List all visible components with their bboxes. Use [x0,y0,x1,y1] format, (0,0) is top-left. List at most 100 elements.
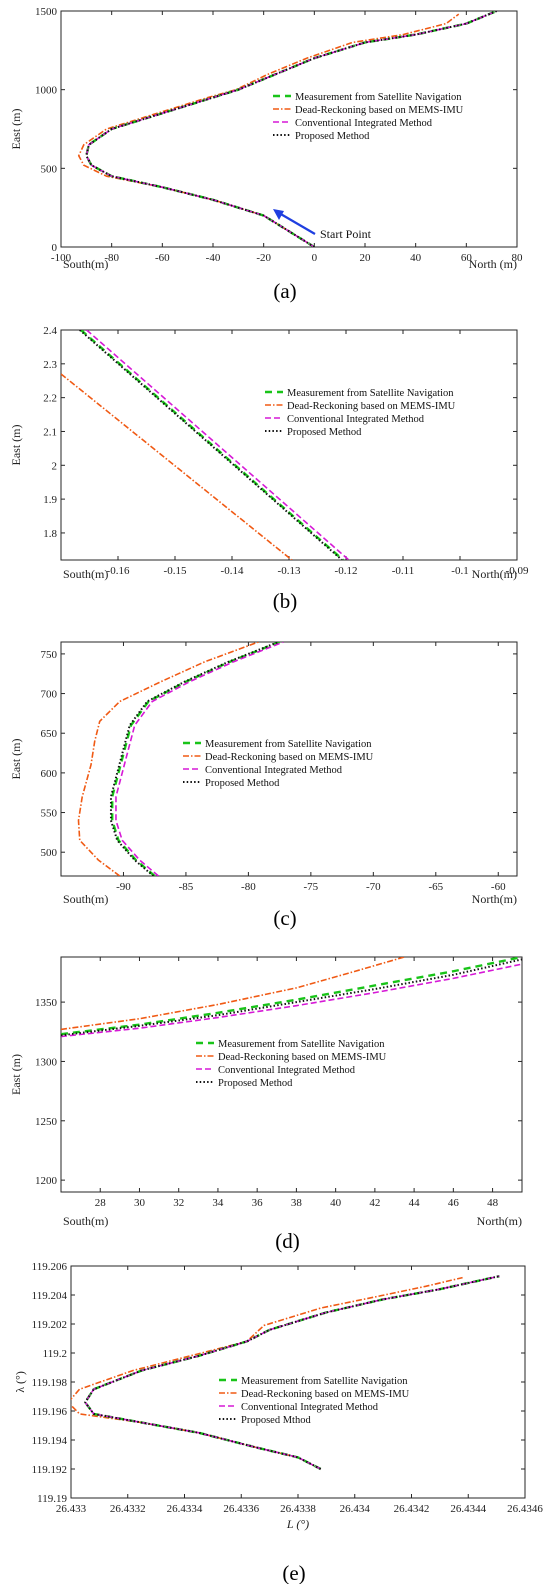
y-tick-label: 2.2 [43,393,57,405]
series-group [61,957,522,1038]
x-tick-label: 26.4344 [450,1503,486,1515]
x-tick-label: -85 [179,881,194,893]
y-tick-label: 2 [52,460,58,472]
legend-entry: Dead-Reckoning based on MEMS-IMU [241,1389,410,1400]
legend-entry: Proposed Method [295,131,370,142]
legend-entry: Conventional Integrated Method [218,1065,356,1076]
x-tick-label: 26.4342 [394,1503,430,1515]
y-tick-label: 1500 [35,6,58,18]
start-point-annotation: Start Point [273,209,372,241]
x-tick-label: 32 [173,1197,184,1209]
legend-entry: Dead-Reckoning based on MEMS-IMU [295,105,464,116]
x-tick-label: 0 [312,252,318,264]
x-tick-label: 60 [461,252,473,264]
x-tick-label: -75 [304,881,319,893]
legend-entry: Conventional Integrated Method [287,414,425,425]
x-axis-label-south: South(m) [63,1214,108,1228]
legend: Measurement from Satellite Navigation Dea… [215,1370,415,1426]
y-axis-label: East (m) [9,425,23,466]
y-tick-label: 119.206 [32,1261,68,1273]
legend: Measurement from Satellite Navigation Dea… [192,1033,404,1089]
series-group [77,642,284,876]
series-line-conventional [85,11,498,247]
x-tick-label: -20 [256,252,271,264]
x-axis-label-north: North (m) [469,257,517,271]
y-axis-label: East (m) [9,109,23,150]
y-tick-label: 2.3 [43,359,57,371]
x-tick-label: 26.4334 [167,1503,203,1515]
series-line-conventional [84,1275,500,1470]
x-tick-label: 26.4346 [507,1503,543,1515]
series-line-dead-reckoning [71,1276,463,1470]
y-tick-label: 2.1 [43,426,57,438]
series-line-satellite [111,642,281,876]
series-group [77,11,498,247]
y-tick-label: 500 [41,163,58,175]
panel-caption: (b) [273,589,298,613]
legend-entry: Proposed Mthod [241,1415,311,1426]
y-tick-label: 1.8 [43,528,57,540]
legend-entry: Proposed Method [205,778,280,789]
y-tick-label: 119.204 [32,1290,68,1302]
x-tick-label: -65 [428,881,443,893]
x-tick-label: -80 [241,881,256,893]
y-tick-label: 119.192 [32,1464,67,1476]
x-tick-label: 26.433 [56,1503,87,1515]
x-tick-label: -80 [104,252,119,264]
x-tick-label: -90 [116,881,131,893]
y-tick-label: 1250 [35,1116,58,1128]
x-tick-label: -0.13 [278,565,301,577]
legend-entry: Measurement from Satellite Navigation [205,739,372,750]
chart-panel-3: 28 30 32 34 36 38 40 42 44 46 48 1200 1250 1300 1350 Ea… [9,956,523,1253]
series-line-conventional [61,963,522,1038]
y-tick-label: 1200 [35,1175,58,1187]
series-line-dead-reckoning [61,373,293,560]
y-tick-label: 119.196 [32,1406,68,1418]
y-tick-label: 1350 [35,997,58,1009]
y-tick-label: 119.2 [43,1348,67,1360]
series-line-dead-reckoning [77,642,259,876]
legend-entry: Measurement from Satellite Navigation [241,1376,408,1387]
y-tick-label: 0 [52,242,58,254]
x-tick-label: 40 [330,1197,342,1209]
x-axis-label-south: South(m) [63,567,108,581]
x-tick-label: 20 [360,252,372,264]
y-tick-label: 650 [41,728,58,740]
series-line-conventional [86,330,350,560]
series-group [71,1274,500,1471]
x-tick-label: -60 [155,252,170,264]
x-tick-label: 26.4338 [280,1503,316,1515]
x-axis-label-north: North(m) [472,567,517,581]
legend-entry: Measurement from Satellite Navigation [287,388,454,399]
x-tick-label: -0.11 [392,565,415,577]
x-tick-label: -60 [491,881,506,893]
series-line-satellite [61,957,522,1036]
y-tick-label: 1000 [35,85,58,97]
series-line-proposed [61,958,522,1037]
y-axis-label: East (m) [9,739,23,780]
y-tick-label: 119.198 [32,1377,68,1389]
y-tick-label: 119.202 [32,1319,67,1331]
x-tick-label: 44 [409,1197,421,1209]
y-tick-label: 700 [41,689,58,701]
y-axis-label: λ (°) [13,1371,27,1393]
y-axis-label: East (m) [9,1054,23,1095]
legend-entry: Proposed Method [218,1078,293,1089]
series-line-proposed [79,330,343,560]
x-tick-label: -0.1 [451,565,468,577]
panel-caption: (c) [273,906,296,930]
x-axis-label-south: South(m) [63,892,108,906]
y-tick-label: 1300 [35,1056,58,1068]
x-tick-label: 80 [512,252,524,264]
x-axis-label: L (°) [286,1517,309,1531]
x-tick-label: 28 [95,1197,107,1209]
x-tick-label: 48 [487,1197,499,1209]
x-tick-label: 26.4336 [223,1503,259,1515]
panel-caption: (d) [275,1229,300,1253]
legend-entry: Dead-Reckoning based on MEMS-IMU [218,1052,387,1063]
panel-caption: (a) [273,279,296,303]
y-tick-label: 500 [41,847,58,859]
y-tick-label: 119.19 [37,1493,67,1505]
series-group [61,330,350,560]
x-tick-label: -0.15 [164,565,187,577]
